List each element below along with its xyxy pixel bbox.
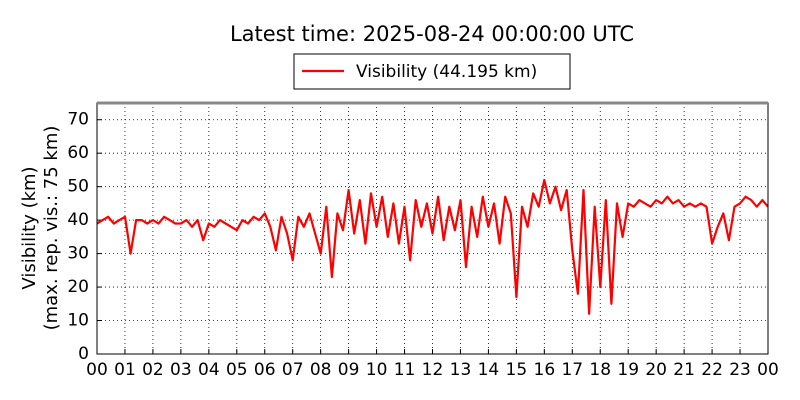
y-tick-label: 10: [67, 311, 89, 331]
x-tick-label: 16: [534, 360, 556, 380]
x-tick-label: 00: [757, 360, 779, 380]
x-tick-label: 17: [561, 360, 583, 380]
x-tick-label: 02: [142, 360, 164, 380]
y-tick-label: 60: [67, 143, 89, 163]
y-tick-label: 50: [67, 177, 89, 197]
x-tick-label: 07: [282, 360, 304, 380]
x-tick-label: 19: [617, 360, 639, 380]
y-tick-label: 0: [78, 344, 89, 364]
y-axis-label: Visibility (km): [19, 166, 40, 289]
x-tick-label: 20: [645, 360, 667, 380]
x-tick-label: 12: [422, 360, 444, 380]
y-tick-label: 40: [67, 210, 89, 230]
x-tick-label: 04: [198, 360, 220, 380]
x-tick-label: 11: [394, 360, 416, 380]
x-tick-label: 10: [366, 360, 388, 380]
x-tick-label: 15: [506, 360, 528, 380]
x-tick-label: 13: [450, 360, 472, 380]
x-tick-label: 09: [338, 360, 360, 380]
y-tick-label: 70: [67, 110, 89, 130]
chart-title: Latest time: 2025-08-24 00:00:00 UTC: [230, 22, 634, 46]
x-tick-label: 14: [478, 360, 500, 380]
x-tick-label: 06: [254, 360, 276, 380]
x-tick-label: 01: [114, 360, 136, 380]
y-axis-label: (max. rep. vis.: 75 km): [41, 126, 62, 331]
x-tick-label: 05: [226, 360, 248, 380]
x-tick-label: 18: [589, 360, 611, 380]
series-line: [96, 178, 769, 315]
legend-label: Visibility (44.195 km): [356, 62, 537, 82]
y-tick-label: 30: [67, 244, 89, 264]
x-tick-label: 08: [310, 360, 332, 380]
x-tick-label: 23: [729, 360, 751, 380]
y-tick-label: 20: [67, 277, 89, 297]
x-tick-label: 21: [673, 360, 695, 380]
x-tick-label: 22: [701, 360, 723, 380]
x-tick-label: 03: [170, 360, 192, 380]
x-tick-label: 00: [86, 360, 108, 380]
